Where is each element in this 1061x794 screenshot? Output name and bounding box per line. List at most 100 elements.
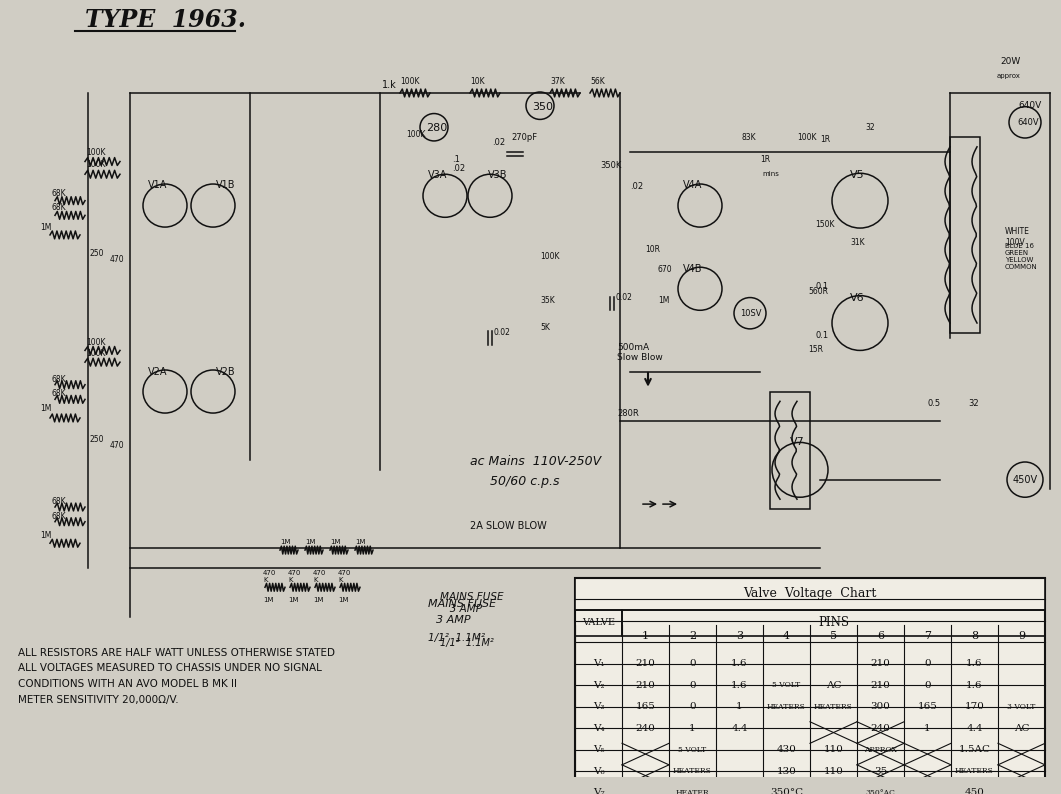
- Text: 500mA
Slow Blow: 500mA Slow Blow: [618, 343, 663, 362]
- Text: 1.6: 1.6: [967, 680, 982, 690]
- Text: 350: 350: [532, 102, 553, 112]
- Bar: [950, 137, 980, 333]
- Text: 0: 0: [690, 680, 696, 690]
- Text: V5: V5: [850, 170, 865, 180]
- Text: 68K: 68K: [52, 375, 67, 384]
- Text: 2A SLOW BLOW: 2A SLOW BLOW: [470, 521, 546, 530]
- Text: 1.6: 1.6: [731, 680, 748, 690]
- Text: V3B: V3B: [488, 170, 507, 180]
- Text: 5 VOLT: 5 VOLT: [772, 681, 801, 689]
- Text: Valve  Voltage  Chart: Valve Voltage Chart: [744, 587, 876, 600]
- Text: V4B: V4B: [683, 264, 702, 274]
- Text: 20W: 20W: [1001, 56, 1021, 66]
- Text: 56K: 56K: [590, 77, 605, 87]
- Text: 0.02: 0.02: [494, 328, 511, 337]
- Text: V₇: V₇: [593, 788, 605, 794]
- Text: 1M: 1M: [263, 597, 274, 603]
- Text: 210: 210: [871, 659, 890, 668]
- Text: 0: 0: [924, 680, 930, 690]
- Bar: [622, 610, 1045, 636]
- Text: 10R: 10R: [645, 245, 660, 253]
- Text: 100K: 100K: [797, 133, 817, 142]
- Text: 68K: 68K: [52, 389, 67, 399]
- Text: V2A: V2A: [147, 367, 168, 377]
- Text: 0: 0: [690, 659, 696, 668]
- Text: 170: 170: [964, 702, 985, 711]
- Text: 470: 470: [110, 256, 124, 264]
- Text: 1M: 1M: [338, 597, 348, 603]
- Text: 130: 130: [777, 767, 797, 776]
- Text: MAINS FUSE
   3 AMP: MAINS FUSE 3 AMP: [440, 592, 504, 614]
- Text: mins: mins: [762, 172, 779, 177]
- Text: 32: 32: [968, 399, 978, 408]
- Text: 0.1: 0.1: [815, 330, 829, 340]
- Text: 9: 9: [1017, 630, 1025, 641]
- Text: V₁: V₁: [593, 659, 605, 668]
- Text: 470
K: 470 K: [313, 570, 327, 584]
- Text: .02: .02: [452, 164, 465, 173]
- Text: 5: 5: [830, 630, 837, 641]
- Text: 110: 110: [823, 767, 843, 776]
- Text: 31K: 31K: [850, 237, 865, 247]
- Text: 270pF: 270pF: [511, 133, 537, 142]
- Bar: [575, 577, 1045, 793]
- Text: 1M: 1M: [305, 539, 315, 545]
- Text: 15R: 15R: [808, 345, 823, 354]
- Text: 5 VOLT: 5 VOLT: [678, 746, 707, 754]
- Text: ac Mains  110V-250V: ac Mains 110V-250V: [470, 455, 602, 468]
- Bar: [575, 610, 622, 636]
- Text: TYPE  1963.: TYPE 1963.: [85, 9, 246, 33]
- Text: 68K: 68K: [52, 203, 67, 213]
- Text: 3: 3: [736, 630, 743, 641]
- Text: 165: 165: [636, 702, 656, 711]
- Text: 1M: 1M: [280, 539, 291, 545]
- Text: 8: 8: [971, 630, 978, 641]
- Text: 1M: 1M: [313, 597, 324, 603]
- Text: 1: 1: [690, 724, 696, 733]
- Text: 100K: 100K: [86, 337, 105, 346]
- Text: 100K: 100K: [86, 148, 105, 156]
- Text: APPROX: APPROX: [864, 746, 897, 754]
- Text: 470: 470: [110, 441, 124, 450]
- Text: 640V: 640V: [1017, 101, 1041, 110]
- Text: .02: .02: [630, 182, 643, 191]
- Text: 68K: 68K: [52, 512, 67, 521]
- Text: 10K: 10K: [470, 77, 485, 87]
- Text: 560R: 560R: [808, 287, 828, 295]
- Text: 100K: 100K: [400, 77, 419, 87]
- Text: 470
K: 470 K: [338, 570, 351, 584]
- Text: HEATER: HEATER: [676, 789, 710, 794]
- Text: 300: 300: [871, 702, 890, 711]
- Text: 83K: 83K: [742, 133, 756, 142]
- Text: 1: 1: [924, 724, 930, 733]
- Text: approx: approx: [997, 73, 1021, 79]
- Text: 1/1²  1.1M²: 1/1² 1.1M²: [440, 638, 493, 648]
- Text: V4A: V4A: [683, 180, 702, 190]
- Text: 450: 450: [964, 788, 985, 794]
- Text: HEATERS: HEATERS: [814, 703, 853, 711]
- Text: CONDITIONS WITH AN AVO MODEL B MK II: CONDITIONS WITH AN AVO MODEL B MK II: [18, 679, 237, 689]
- Text: 350°C: 350°C: [770, 788, 803, 794]
- Text: 350K: 350K: [601, 161, 622, 171]
- Text: 10SV: 10SV: [740, 309, 762, 318]
- Text: 3 VOLT: 3 VOLT: [1007, 703, 1036, 711]
- Text: V1B: V1B: [216, 180, 236, 190]
- Text: 450V: 450V: [1013, 475, 1038, 484]
- Text: ALL RESISTORS ARE HALF WATT UNLESS OTHERWISE STATED: ALL RESISTORS ARE HALF WATT UNLESS OTHER…: [18, 648, 335, 657]
- Text: 250: 250: [90, 249, 104, 259]
- Text: 165: 165: [918, 702, 938, 711]
- Text: 150K: 150K: [815, 220, 835, 229]
- Text: 35K: 35K: [540, 296, 555, 306]
- Text: 32: 32: [865, 123, 874, 132]
- Text: V₄: V₄: [593, 724, 605, 733]
- Text: V₆: V₆: [593, 767, 605, 776]
- Text: 50/60 c.p.s: 50/60 c.p.s: [490, 475, 559, 488]
- Text: 0.5: 0.5: [928, 399, 941, 408]
- Text: 4: 4: [783, 630, 790, 641]
- Text: VALVE: VALVE: [582, 619, 615, 627]
- Text: 1.5AC: 1.5AC: [958, 746, 991, 754]
- Text: 100K: 100K: [86, 160, 105, 169]
- Text: 1: 1: [642, 630, 649, 641]
- Text: MAINS FUSE: MAINS FUSE: [428, 599, 497, 609]
- Text: 6: 6: [877, 630, 884, 641]
